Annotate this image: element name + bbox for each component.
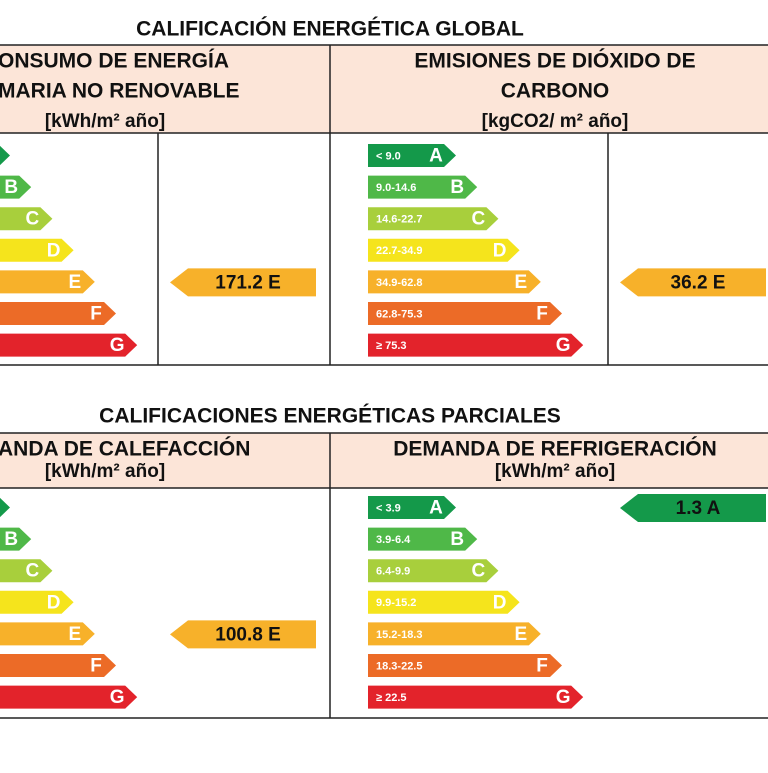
header-text: EMISIONES DE DIÓXIDO DE [414,49,695,73]
grade-letter: A [429,146,443,167]
grade-letter: D [47,240,61,261]
grade-bar [368,270,541,294]
grade-letter: G [110,687,125,708]
grade-letter: F [90,656,102,677]
grade-range: < 9.0 [376,150,401,162]
grade-letter: D [493,592,507,613]
grade-bar [368,559,499,583]
header-text: ANDA DE CALEFACCIÓN [0,437,250,461]
grade-letter: C [472,561,486,582]
rating-text: 100.8 E [215,624,281,645]
grade-range: 15.2-18.3 [376,629,422,641]
grade-bar [368,238,520,262]
grade-letter: G [556,335,571,356]
grade-letter: C [26,561,40,582]
grade-range: 3.9-6.4 [376,534,411,546]
section-title: CALIFICACIONES ENERGÉTICAS PARCIALES [99,405,561,428]
grade-range: 62.8-75.3 [376,308,422,320]
grade-bar [0,207,53,231]
rating-arrow [620,494,766,522]
header-background [0,45,768,133]
grade-range: 9.0-14.6 [376,182,416,194]
unit-text: [kWh/m² año] [495,461,615,482]
grade-letter: C [26,209,40,230]
grade-bar [368,622,541,646]
grade-letter: D [493,240,507,261]
grade-letter: E [68,272,81,293]
grade-bar [368,175,478,199]
grade-letter: B [450,177,464,198]
header-text: MARIA NO RENOVABLE [0,80,240,103]
rating-arrow [620,268,766,297]
rating-arrow [170,620,316,649]
grade-letter: B [4,529,18,550]
grade-bar [368,496,456,519]
grade-bar [0,654,116,677]
grade-range: 18.3-22.5 [376,660,422,672]
grade-letter: E [514,272,527,293]
grade-range: 22.7-34.9 [376,245,422,257]
grade-letter: F [90,304,102,325]
header-text: ONSUMO DE ENERGÍA [0,50,229,73]
grade-bar [0,559,53,583]
grade-letter: G [110,335,125,356]
rating-text: 1.3 A [676,498,721,519]
grade-bar [368,590,520,614]
grade-bar [368,144,456,167]
header-text: DEMANDA DE REFRIGERACIÓN [393,437,717,461]
header-text: CARBONO [501,80,610,103]
grade-bar [368,527,478,551]
grade-bar [0,590,74,614]
grade-bar [0,685,138,709]
unit-text: [kWh/m² año] [45,111,165,132]
grade-range: 34.9-62.8 [376,277,422,289]
rating-text: 171.2 E [215,272,281,293]
grade-letter: F [536,304,548,325]
grade-bar [0,333,138,357]
grade-bar [0,175,32,199]
grade-bar [0,302,116,325]
grade-range: 9.9-15.2 [376,597,416,609]
unit-text: [kgCO2/ m² año] [482,111,629,132]
grade-bar [0,527,32,551]
grade-range: 14.6-22.7 [376,214,422,226]
grade-bar [368,333,584,357]
unit-text: [kWh/m² año] [45,461,165,482]
grade-bar [0,238,74,262]
grade-letter: C [472,209,486,230]
grade-letter: E [514,624,527,645]
grade-letter: B [4,177,18,198]
grade-bar [368,207,499,231]
grade-letter: F [536,656,548,677]
grade-bar [368,685,584,709]
section-title: CALIFICACIÓN ENERGÉTICA GLOBAL [136,17,524,41]
grade-letter: D [47,592,61,613]
grade-bar [0,497,10,518]
grade-bar [368,302,562,325]
grade-letter: B [450,529,464,550]
rating-text: 36.2 E [671,272,726,293]
grade-bar [0,622,95,646]
grade-range: 6.4-9.9 [376,566,410,578]
grade-bar [368,654,562,677]
grade-range: < 3.9 [376,502,401,514]
grade-letter: G [556,687,571,708]
header-background [0,433,768,488]
grade-bar [0,270,95,294]
grade-letter: A [429,498,443,519]
grade-letter: E [68,624,81,645]
rating-arrow [170,268,316,297]
grade-range: ≥ 75.3 [376,340,407,352]
grade-bar [0,145,10,166]
grade-range: ≥ 22.5 [376,692,407,704]
